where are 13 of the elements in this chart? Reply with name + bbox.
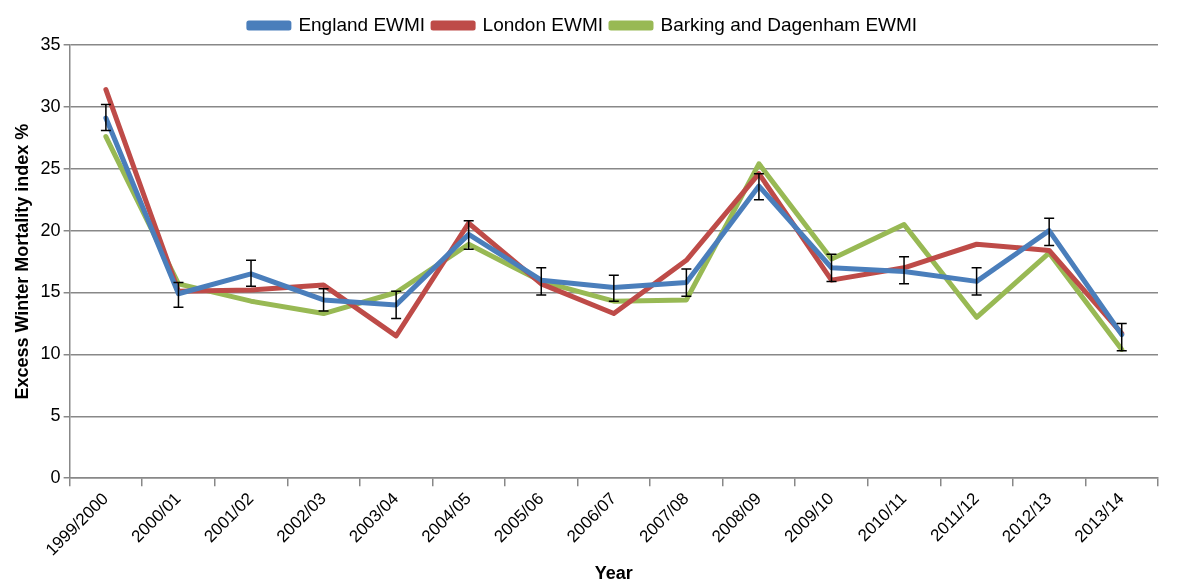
y-axis-title: Excess Winter Mortality index %	[11, 123, 32, 400]
y-tick-label: 15	[40, 281, 61, 302]
y-tick-label: 35	[40, 33, 61, 54]
y-tick-label: 25	[40, 157, 61, 178]
y-tick-label: 30	[40, 95, 61, 116]
y-tick-label: 5	[50, 405, 61, 426]
legend-label: England EWMI	[298, 13, 426, 35]
y-tick-label: 0	[50, 467, 61, 488]
x-axis-title: Year	[594, 563, 633, 584]
legend-label: London EWMI	[482, 13, 604, 35]
y-tick-label: 20	[40, 219, 61, 240]
y-tick-label: 10	[40, 343, 61, 364]
legend-label: Barking and Dagenham EWMI	[660, 13, 918, 35]
